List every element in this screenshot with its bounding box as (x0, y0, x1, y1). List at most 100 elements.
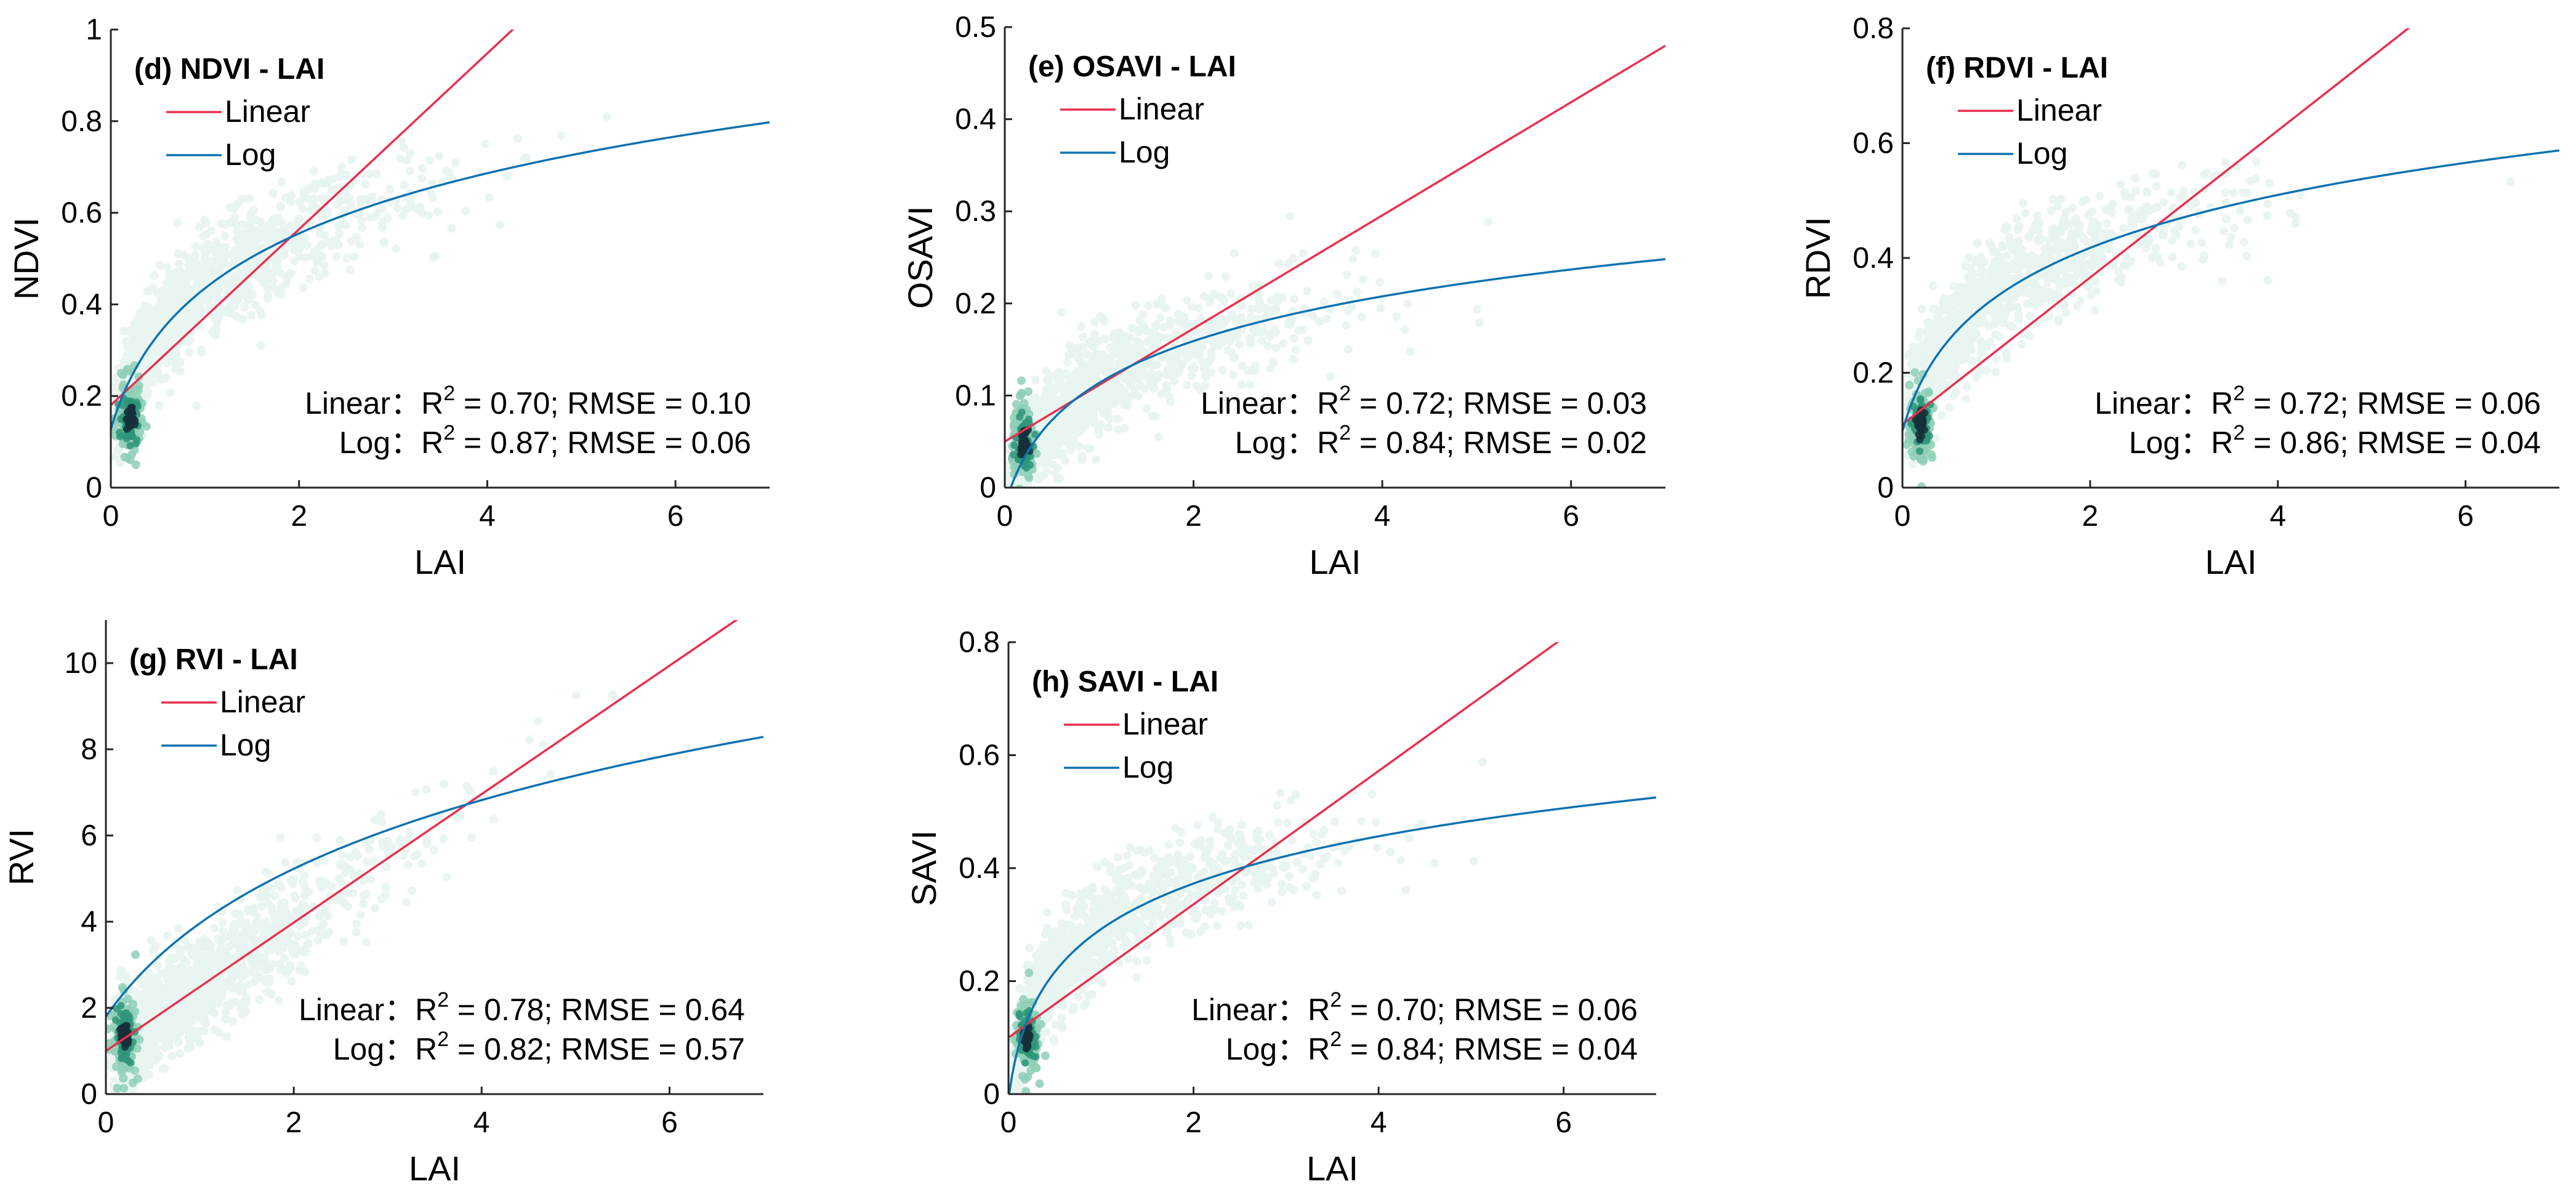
density-point (1218, 393, 1228, 402)
density-point (2075, 220, 2085, 230)
density-point (1905, 381, 1914, 390)
density-point (111, 384, 120, 393)
density-point (2158, 230, 2167, 240)
density-point (1274, 259, 1283, 268)
density-point (2151, 243, 2160, 252)
density-point (1268, 328, 1277, 337)
density-point (1243, 366, 1252, 375)
density-point (256, 340, 265, 350)
density-point (2243, 215, 2252, 225)
density-point (2175, 222, 2184, 231)
y-tick-label: 0.6 (1853, 127, 1894, 160)
density-point (2186, 239, 2196, 248)
density-point (1210, 318, 1220, 328)
density-point (1196, 314, 1205, 323)
density-point (230, 204, 239, 214)
density-point (2168, 252, 2177, 262)
density-point (1090, 341, 1099, 350)
density-point (1151, 412, 1160, 421)
density-point (1909, 342, 1918, 352)
density-point (1925, 432, 1933, 440)
linear-fit-line (1902, 28, 2410, 425)
density-point (355, 240, 364, 249)
density-point (1254, 305, 1263, 314)
density-point (406, 148, 415, 158)
density-point (207, 226, 216, 235)
density-point (116, 432, 124, 440)
y-tick-label: 0.2 (61, 380, 102, 413)
density-point (130, 326, 139, 335)
density-point (1981, 318, 1990, 328)
density-point (2242, 251, 2252, 260)
density-point (155, 401, 164, 410)
density-point (368, 192, 377, 201)
density-point (2296, 190, 2305, 199)
density-point (1113, 425, 1122, 434)
density-point (1165, 333, 1174, 342)
density-point (1915, 447, 1923, 455)
density-point (2058, 218, 2067, 227)
density-point (490, 783, 499, 792)
density-point (2122, 260, 2131, 270)
density-point (247, 311, 256, 320)
density-point (1937, 305, 1946, 315)
density-point (182, 313, 191, 322)
density-point (1245, 334, 1254, 343)
density-point (1963, 323, 1972, 332)
density-point (1108, 333, 1117, 342)
density-point (1964, 254, 1973, 263)
density-point (1117, 333, 1126, 342)
density-point (2095, 191, 2104, 201)
density-point (2263, 276, 2272, 285)
density-point (1120, 424, 1129, 433)
linear-fit-line (1005, 44, 1665, 443)
density-point (1105, 414, 1114, 423)
density-point (163, 358, 172, 368)
density-point (2012, 214, 2021, 223)
density-point (1949, 345, 1958, 354)
density-point (230, 301, 239, 310)
density-point (2012, 302, 2021, 312)
density-point (1958, 332, 1968, 342)
density-point (1148, 361, 1157, 370)
density-point (1991, 330, 2000, 339)
density-point (1963, 344, 1973, 353)
y-axis-label: RDVI (1798, 217, 1837, 299)
density-point (1092, 455, 1101, 464)
density-point (1184, 352, 1193, 361)
density-point (1165, 316, 1175, 326)
density-point (1973, 281, 1982, 290)
density-point (502, 172, 512, 181)
density-point (153, 288, 162, 297)
density-point (1104, 423, 1113, 432)
density-point (316, 229, 325, 238)
density-point (339, 936, 348, 946)
density-point (268, 188, 278, 198)
density-point (1403, 299, 1412, 308)
panel-title: (f) RDVI - LAI (1926, 52, 2108, 84)
density-point (2264, 179, 2274, 188)
density-point (1111, 344, 1120, 353)
density-point (277, 218, 286, 227)
density-point (321, 268, 330, 278)
density-point (277, 251, 286, 260)
density-point (1326, 372, 1335, 381)
density-point (231, 219, 241, 228)
density-point (2167, 236, 2176, 246)
density-point (2013, 225, 2023, 234)
density-point (171, 364, 180, 373)
density-point (1201, 371, 1210, 380)
density-point (383, 214, 392, 223)
stats-log: Log：R2 = 0.86; RMSE = 0.04 (2129, 421, 2541, 460)
density-point (1906, 359, 1915, 368)
density-point (1919, 454, 1928, 464)
density-point (335, 172, 344, 182)
density-point (165, 269, 174, 278)
density-point (133, 346, 142, 355)
density-point (2132, 231, 2141, 240)
density-point (345, 265, 355, 275)
density-point (480, 139, 489, 148)
density-point (337, 163, 346, 172)
